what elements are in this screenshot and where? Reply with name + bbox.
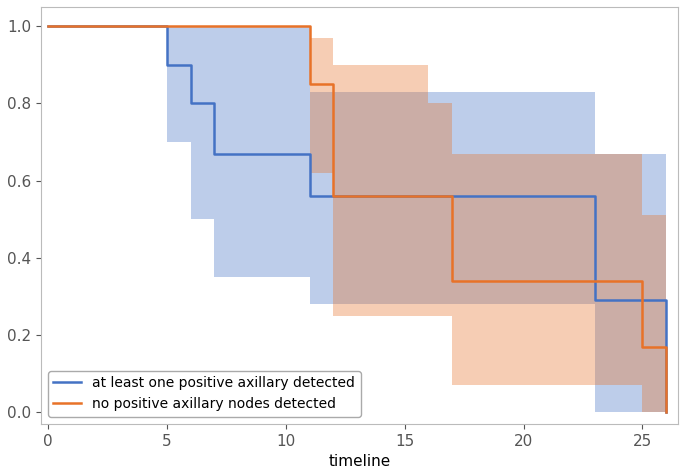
- no positive axillary nodes detected: [448, 278, 456, 284]
- X-axis label: timeline: timeline: [328, 454, 390, 469]
- no positive axillary nodes detected: [44, 23, 52, 29]
- at least one positive axillary detected: [186, 100, 195, 106]
- no positive axillary nodes detected: [329, 193, 338, 199]
- no positive axillary nodes detected: [282, 23, 290, 29]
- no positive axillary nodes detected: [567, 278, 575, 284]
- at least one positive axillary detected: [163, 62, 171, 68]
- no positive axillary nodes detected: [424, 193, 432, 199]
- at least one positive axillary detected: [210, 151, 219, 157]
- no positive axillary nodes detected: [638, 344, 647, 349]
- at least one positive axillary detected: [44, 23, 52, 29]
- Legend: at least one positive axillary detected, no positive axillary nodes detected: at least one positive axillary detected,…: [48, 371, 361, 417]
- no positive axillary nodes detected: [306, 81, 314, 87]
- at least one positive axillary detected: [306, 193, 314, 199]
- at least one positive axillary detected: [424, 193, 432, 199]
- at least one positive axillary detected: [139, 23, 147, 29]
- at least one positive axillary detected: [638, 298, 647, 303]
- Line: at least one positive axillary detected: at least one positive axillary detected: [48, 26, 667, 412]
- at least one positive axillary detected: [662, 409, 671, 415]
- no positive axillary nodes detected: [662, 409, 671, 415]
- at least one positive axillary detected: [258, 151, 266, 157]
- at least one positive axillary detected: [590, 298, 599, 303]
- Line: no positive axillary nodes detected: no positive axillary nodes detected: [48, 26, 667, 412]
